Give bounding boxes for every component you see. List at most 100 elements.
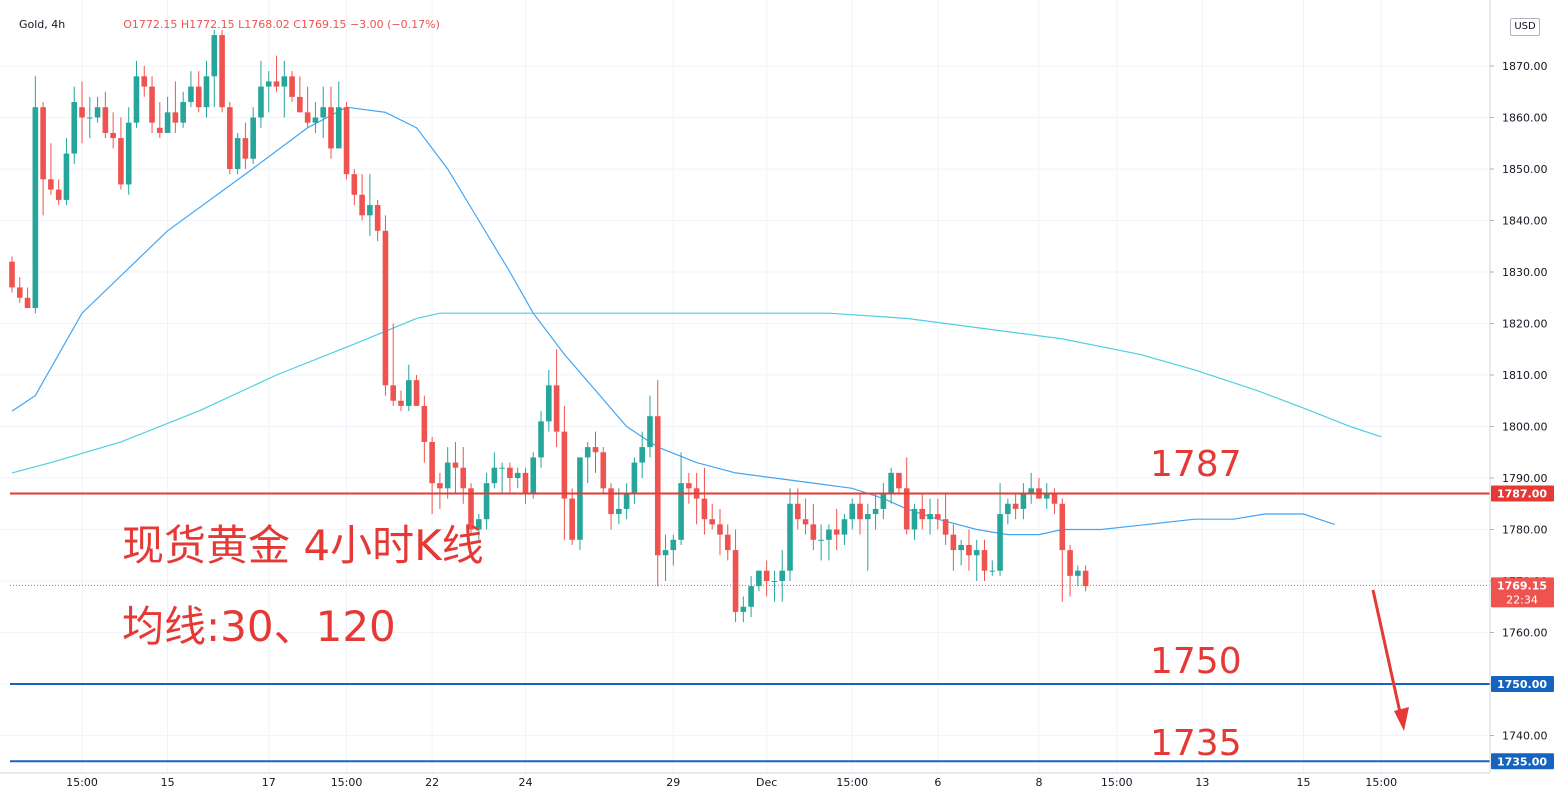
candle bbox=[966, 529, 972, 571]
candle bbox=[779, 550, 786, 602]
time-axis-panel[interactable] bbox=[0, 773, 1561, 810]
candle bbox=[849, 498, 856, 530]
candle bbox=[950, 524, 957, 571]
candle bbox=[250, 107, 256, 164]
candle-body bbox=[748, 586, 754, 607]
candle-body bbox=[950, 534, 957, 551]
candle bbox=[444, 447, 451, 499]
candle bbox=[553, 349, 560, 448]
candle bbox=[608, 483, 614, 530]
price-tick-label: 1830.00 bbox=[1502, 266, 1548, 279]
down-arrow bbox=[1371, 589, 1409, 731]
candle-body bbox=[87, 117, 93, 119]
candle bbox=[631, 457, 638, 504]
price-tick-label: 1840.00 bbox=[1502, 215, 1548, 228]
candle bbox=[989, 560, 996, 576]
candle bbox=[405, 364, 412, 412]
candle-body bbox=[592, 447, 599, 453]
level-label-1735: 1735 bbox=[1150, 723, 1242, 764]
candle-body bbox=[935, 514, 941, 520]
candle-body bbox=[32, 107, 39, 309]
candle bbox=[1005, 498, 1011, 525]
candle bbox=[24, 287, 31, 309]
candle bbox=[133, 60, 140, 128]
candle bbox=[973, 539, 980, 581]
candle-body bbox=[398, 400, 404, 406]
candle-body bbox=[787, 503, 793, 571]
level-price-badge bbox=[1491, 753, 1554, 770]
candle bbox=[351, 169, 358, 206]
candle bbox=[592, 431, 599, 473]
time-tick-label: 15:00 bbox=[836, 776, 868, 789]
candle bbox=[242, 122, 249, 169]
candle-body bbox=[857, 503, 863, 520]
level-label-1787: 1787 bbox=[1150, 444, 1242, 485]
candle-body bbox=[810, 524, 817, 540]
candle bbox=[841, 514, 848, 545]
candle-body bbox=[110, 132, 116, 139]
candle-body bbox=[250, 117, 256, 159]
candle bbox=[9, 256, 15, 293]
candle-body bbox=[1075, 570, 1081, 576]
candle bbox=[670, 534, 677, 566]
candle-body bbox=[763, 570, 770, 581]
candle-body bbox=[304, 112, 311, 123]
candle-body bbox=[1028, 488, 1034, 494]
candle-body bbox=[577, 457, 583, 540]
level-price-badge bbox=[1491, 676, 1554, 692]
candle-body bbox=[157, 127, 163, 133]
candle-body bbox=[359, 194, 365, 216]
candle bbox=[102, 91, 109, 139]
time-axis: 15:00 15 17 15:00 22 24 29 Dec 15:00 6 8 15:00 13 15 1… bbox=[66, 776, 1397, 789]
time-tick-label: 15 bbox=[1296, 776, 1310, 789]
candle bbox=[717, 508, 723, 556]
candle-body bbox=[997, 514, 1003, 571]
candle bbox=[195, 71, 202, 113]
candle bbox=[794, 488, 801, 530]
candle-body bbox=[79, 107, 85, 118]
candle-body bbox=[522, 472, 529, 494]
candle bbox=[958, 539, 964, 566]
time-tick-label: 22 bbox=[425, 776, 439, 789]
candle bbox=[1067, 544, 1073, 597]
candle-body bbox=[390, 385, 397, 401]
candle bbox=[538, 411, 544, 468]
candle bbox=[180, 91, 186, 128]
currency-button[interactable]: USD bbox=[1510, 18, 1540, 36]
candle-body bbox=[343, 107, 350, 175]
candle bbox=[87, 96, 93, 139]
candle bbox=[1012, 493, 1019, 520]
candle-body bbox=[514, 472, 521, 478]
price-axis-panel[interactable] bbox=[1490, 0, 1561, 810]
candle-body bbox=[826, 529, 832, 540]
candle-body bbox=[460, 467, 467, 489]
candle-body bbox=[9, 261, 15, 288]
candle bbox=[273, 55, 280, 92]
candle bbox=[802, 498, 809, 535]
candle-body bbox=[211, 35, 218, 77]
symbol-name[interactable]: Gold, 4h bbox=[19, 18, 66, 31]
candle-body bbox=[740, 606, 747, 612]
candle-body bbox=[24, 297, 31, 309]
candle-body bbox=[195, 86, 202, 108]
arrow-head bbox=[1394, 707, 1409, 731]
candle bbox=[281, 60, 288, 118]
candle-body bbox=[546, 385, 552, 422]
candle bbox=[865, 503, 871, 571]
candle-body bbox=[880, 493, 887, 509]
price-tick-label: 1810.00 bbox=[1502, 369, 1548, 382]
time-tick-label: 15:00 bbox=[1365, 776, 1397, 789]
price-tick-label: 1850.00 bbox=[1502, 163, 1548, 176]
candle bbox=[359, 174, 365, 221]
candle bbox=[382, 215, 389, 396]
candle-body bbox=[981, 550, 988, 571]
candle-body bbox=[903, 488, 910, 530]
candle bbox=[289, 71, 295, 103]
candle bbox=[561, 405, 568, 540]
candle bbox=[857, 493, 863, 535]
candle-body bbox=[297, 96, 303, 113]
candle bbox=[32, 76, 39, 314]
candle bbox=[935, 498, 941, 530]
